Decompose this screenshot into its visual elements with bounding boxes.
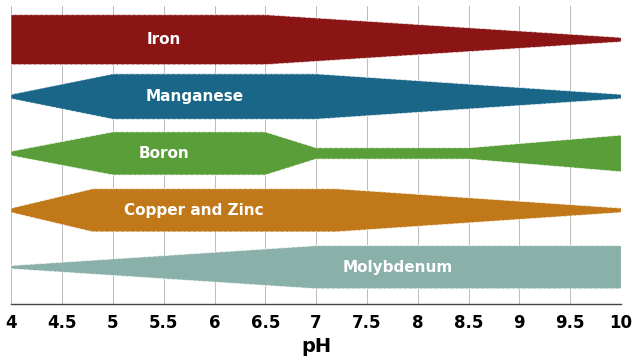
- Text: Iron: Iron: [147, 32, 181, 47]
- Polygon shape: [11, 189, 621, 232]
- X-axis label: pH: pH: [301, 337, 331, 357]
- Text: Copper and Zinc: Copper and Zinc: [124, 203, 264, 218]
- Text: Manganese: Manganese: [145, 89, 243, 104]
- Polygon shape: [11, 132, 621, 175]
- Text: Molybdenum: Molybdenum: [343, 260, 452, 275]
- Polygon shape: [11, 74, 621, 119]
- Text: Boron: Boron: [138, 146, 189, 161]
- Polygon shape: [11, 14, 621, 65]
- Polygon shape: [11, 245, 621, 289]
